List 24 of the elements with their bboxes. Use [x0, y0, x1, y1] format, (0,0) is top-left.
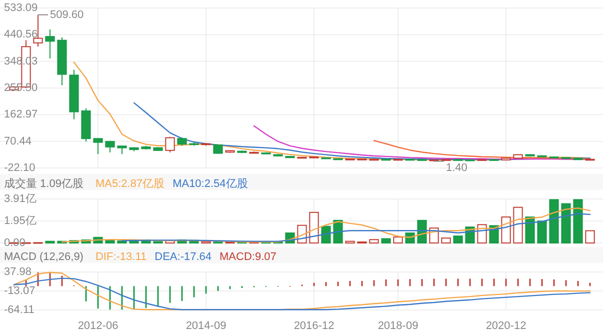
y-tick-label: 37.98 [4, 266, 32, 278]
x-tick-label: 2020-12 [486, 320, 526, 332]
y-tick-label: -22.10 [4, 162, 36, 174]
y-tick-label: -13.07 [4, 285, 36, 297]
y-tick-label: 162.97 [4, 108, 38, 121]
annotation: 509.60 [50, 8, 84, 21]
chart-title: 成交量 1.09亿股 [4, 177, 84, 190]
x-tick-label: 2018-09 [378, 320, 418, 332]
y-tick-label: -64.11 [4, 304, 34, 316]
text: MACD:9.07 [220, 251, 276, 263]
x-tick-label: 2016-12 [294, 320, 334, 332]
y-tick-label: 533.09 [4, 2, 38, 14]
y-tick-label: 1.95亿 [4, 215, 36, 228]
chart-title: MACD (12,26,9) [4, 251, 84, 263]
x-tick-label: 2014-09 [186, 320, 226, 332]
x-tick-label: 2012-06 [78, 320, 118, 332]
text: DIF:-13.11 [95, 251, 147, 263]
y-tick-label: 3.91亿 [4, 193, 36, 205]
y-tick-label: 440.56 [4, 28, 38, 41]
text: MA10:2.54亿股 [172, 178, 248, 190]
text: MA5:2.87亿股 [95, 178, 165, 190]
annotation: 1.40 [446, 162, 468, 174]
text: DEA:-17.64 [154, 251, 212, 263]
y-tick-label: 70.44 [4, 135, 32, 148]
